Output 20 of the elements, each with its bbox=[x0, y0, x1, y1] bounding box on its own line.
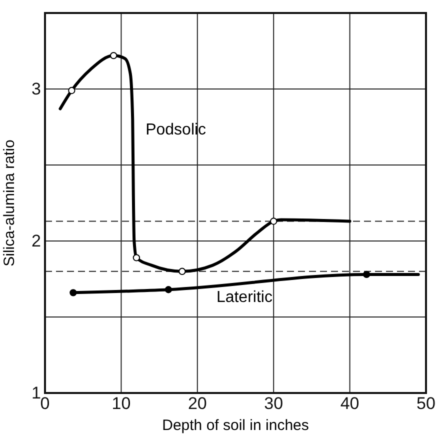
x-tick-label: 10 bbox=[112, 394, 131, 414]
x-tick-label: 30 bbox=[264, 394, 284, 414]
x-tick-label: 20 bbox=[188, 394, 207, 414]
x-tick-label: 40 bbox=[340, 394, 360, 414]
point bbox=[164, 286, 172, 294]
point bbox=[362, 270, 370, 278]
series-label: Lateritic bbox=[216, 288, 272, 306]
point bbox=[70, 289, 77, 296]
y-tick-label: 2 bbox=[32, 231, 41, 250]
point bbox=[68, 86, 76, 94]
point bbox=[110, 52, 118, 60]
y-tick-label: 1 bbox=[32, 383, 41, 402]
point bbox=[132, 254, 140, 262]
x-tick-label: 0 bbox=[40, 394, 50, 414]
x-tick-label: 50 bbox=[416, 394, 436, 414]
point bbox=[270, 218, 278, 225]
y-tick-label: 3 bbox=[32, 79, 41, 98]
y-axis-title: Silica-alumina ratio bbox=[1, 140, 18, 266]
x-axis-title: Depth of soil in inches bbox=[162, 417, 309, 434]
point bbox=[178, 268, 186, 275]
